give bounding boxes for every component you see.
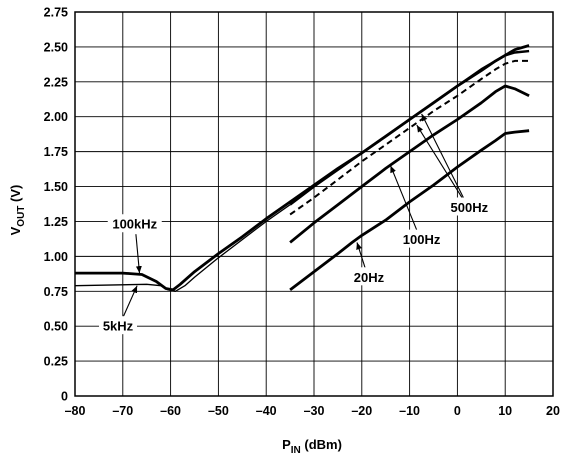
annotation-label-5khz: 5kHz <box>103 319 134 334</box>
x-tick-label: 0 <box>454 404 461 418</box>
tick-labels: –80 –70 –60 –50 –40 –30 –20 –10 0 10 20 0 0.25 0.50 0.… <box>44 6 560 419</box>
annotation-arrow-20hz <box>356 242 366 268</box>
y-tick-label: 2.00 <box>44 110 68 124</box>
annotations: 100kHz 5kHz 500Hz 100Hz 20Hz <box>99 113 493 335</box>
x-tick-label: –40 <box>256 404 277 418</box>
y-tick-label: 0.75 <box>44 285 68 299</box>
y-tick-label: 0.25 <box>44 355 68 369</box>
x-tick-label: –60 <box>160 404 181 418</box>
series-line-5khz <box>74 204 291 292</box>
annotation-label-500hz: 500Hz <box>451 200 489 215</box>
annotation-bg-100hz <box>398 229 445 248</box>
series-line-100hz <box>289 84 530 244</box>
annotation-arrow-5khz <box>122 285 138 318</box>
y-tick-label: 1.75 <box>44 145 68 159</box>
series-line-curve-3 <box>289 49 530 206</box>
series-line-20hz <box>289 129 530 292</box>
plot-frame <box>74 11 554 397</box>
y-tick-label: 2.25 <box>44 75 68 89</box>
series-lines <box>74 44 530 292</box>
annotation-arrow-500hz <box>421 113 465 199</box>
annotation-label-20hz: 20Hz <box>354 270 385 285</box>
y-axis-label: VOUT (V) <box>8 185 27 236</box>
y-tick-label: 1.50 <box>44 180 68 194</box>
y-tick-label: 2.75 <box>44 6 68 20</box>
y-tick-label: 1.00 <box>44 250 68 264</box>
x-tick-label: –10 <box>399 404 420 418</box>
x-tick-label: –50 <box>208 404 229 418</box>
annotation-arrow-100khz <box>135 234 142 274</box>
y-tick-label: 0.50 <box>44 320 68 334</box>
y-tick-label: 0 <box>61 390 68 404</box>
x-tick-label: –80 <box>65 404 86 418</box>
annotation-bg-100khz <box>107 214 162 233</box>
annotation-arrow-100hz <box>389 165 418 231</box>
x-tick-label: –20 <box>351 404 372 418</box>
annotation-label-100hz: 100Hz <box>403 232 441 247</box>
annotation-arrow-500hz <box>416 124 464 200</box>
x-tick-label: –70 <box>112 404 133 418</box>
annotation-bg-500hz <box>446 197 493 216</box>
annotation-bg-5khz <box>99 316 138 335</box>
y-tick-label: 2.50 <box>44 40 68 54</box>
series-line-500hz <box>289 59 530 216</box>
x-tick-label: 10 <box>498 404 512 418</box>
x-axis-label: PIN (dBm) <box>282 437 342 456</box>
x-tick-label: 20 <box>546 404 560 418</box>
x-tick-label: –30 <box>304 404 325 418</box>
annotation-label-100khz: 100kHz <box>112 217 157 232</box>
annotation-bg-20hz <box>349 267 388 286</box>
y-tick-label: 1.25 <box>44 215 68 229</box>
